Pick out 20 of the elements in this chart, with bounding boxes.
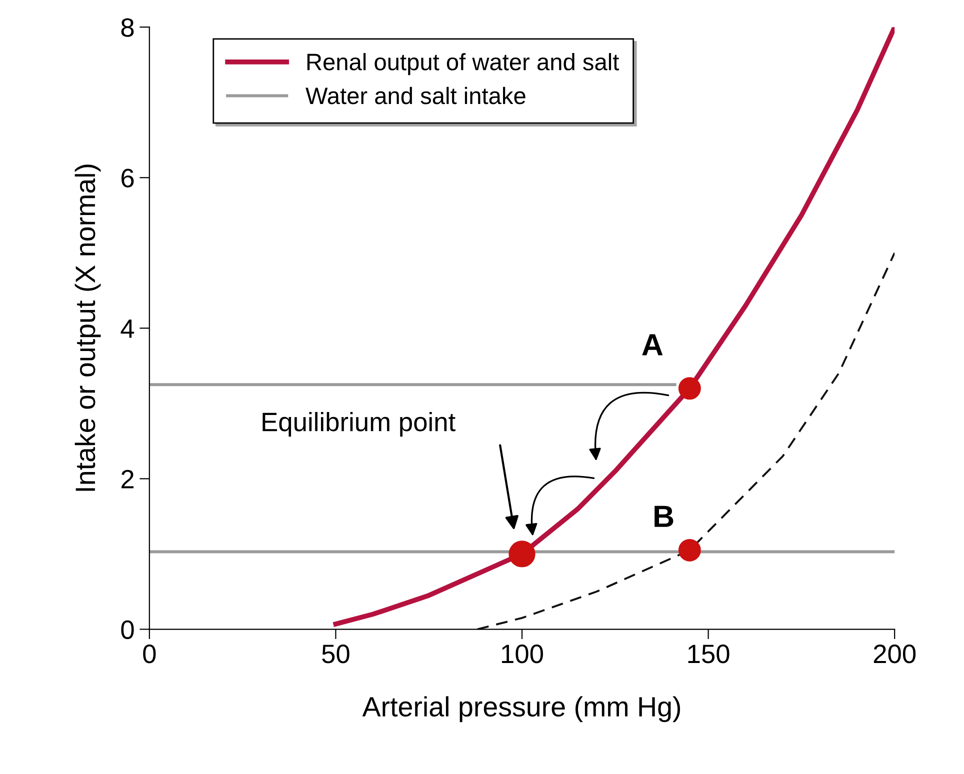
x-tick-label: 0 bbox=[143, 644, 156, 664]
legend-label: Renal output of water and salt bbox=[307, 53, 619, 76]
y-tick-label: 6 bbox=[122, 168, 134, 188]
x-tick-label: 50 bbox=[322, 644, 350, 664]
y-axis-title: Intake or output (X normal) bbox=[74, 164, 101, 491]
point bbox=[678, 377, 701, 400]
annotation: Equilibrium point bbox=[262, 412, 456, 437]
x-tick-label: 200 bbox=[874, 644, 916, 664]
x-axis-title: Arterial pressure (mm Hg) bbox=[362, 696, 680, 722]
point bbox=[678, 539, 701, 562]
line-series bbox=[476, 252, 895, 630]
annotation: B bbox=[654, 506, 674, 527]
y-tick-label: 2 bbox=[121, 470, 134, 488]
y-tick-label: 4 bbox=[120, 320, 134, 338]
x-tick-label: 150 bbox=[688, 644, 730, 664]
y-tick-label: 8 bbox=[121, 18, 134, 37]
y-tick-label: 0 bbox=[121, 620, 134, 640]
annotation: A bbox=[642, 334, 663, 356]
legend-label: Water and salt intake bbox=[306, 86, 526, 104]
x-tick-label: 100 bbox=[502, 644, 543, 664]
